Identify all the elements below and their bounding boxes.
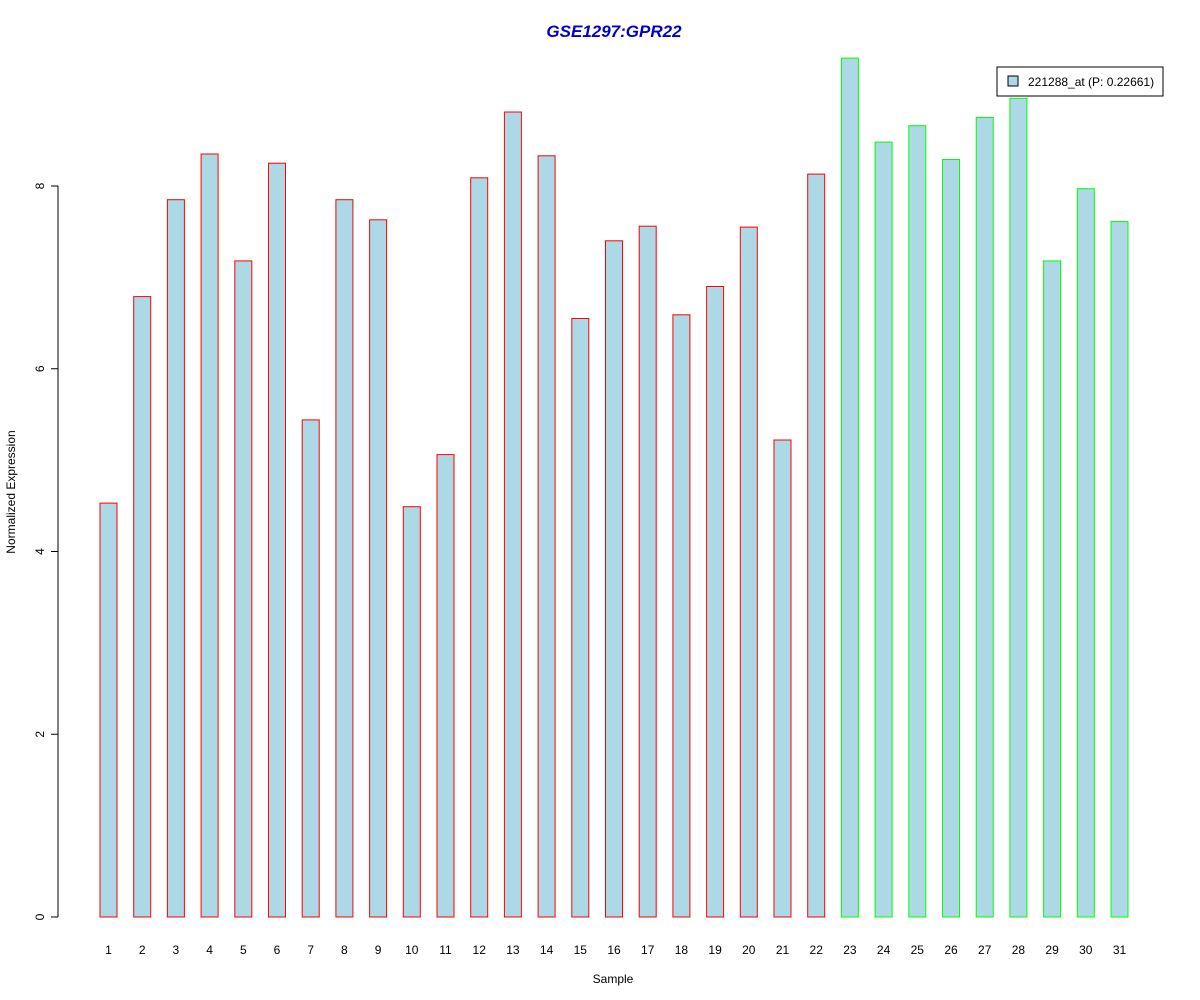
bar-sample-11 bbox=[436, 454, 455, 918]
x-tick-label: 1 bbox=[105, 943, 112, 957]
bar-sample-7 bbox=[301, 419, 320, 918]
bar-sample-31 bbox=[1110, 221, 1129, 918]
x-tick-label: 23 bbox=[843, 943, 857, 957]
x-tick-label: 18 bbox=[675, 943, 689, 957]
x-tick-label: 26 bbox=[944, 943, 958, 957]
bar-sample-8 bbox=[335, 199, 354, 918]
bar-sample-19 bbox=[706, 286, 725, 918]
legend: 221288_at (P: 0.22661) bbox=[996, 66, 1164, 97]
bar-sample-15 bbox=[571, 318, 590, 918]
bar-sample-2 bbox=[133, 296, 152, 918]
bar-sample-26 bbox=[942, 159, 960, 918]
bar-sample-6 bbox=[268, 162, 286, 918]
bar-sample-28 bbox=[1009, 97, 1028, 918]
x-tick-label: 16 bbox=[607, 943, 621, 957]
bar-sample-17 bbox=[638, 225, 657, 918]
x-tick-label: 21 bbox=[776, 943, 790, 957]
bar-sample-20 bbox=[739, 226, 758, 918]
x-tick-label: 14 bbox=[540, 943, 554, 957]
bar-sample-14 bbox=[537, 155, 556, 918]
bar-sample-10 bbox=[402, 506, 421, 918]
x-axis-label: Sample bbox=[593, 972, 634, 986]
x-tick-label: 9 bbox=[375, 943, 382, 957]
x-tick-label: 13 bbox=[506, 943, 520, 957]
y-tick-label: 6 bbox=[33, 365, 47, 372]
y-axis-label: Normalized Expression bbox=[4, 430, 18, 553]
x-tick-label: 28 bbox=[1012, 943, 1026, 957]
y-tick-label: 2 bbox=[33, 731, 47, 738]
y-tick-label: 8 bbox=[33, 182, 47, 189]
y-tick-label: 0 bbox=[33, 913, 47, 920]
x-tick-label: 31 bbox=[1113, 943, 1127, 957]
bar-sample-21 bbox=[773, 439, 792, 918]
bar-sample-5 bbox=[234, 260, 253, 918]
bar-sample-13 bbox=[503, 111, 522, 918]
legend-box bbox=[996, 66, 1164, 97]
x-tick-label: 29 bbox=[1045, 943, 1059, 957]
bar-sample-9 bbox=[369, 219, 388, 918]
x-tick-label: 3 bbox=[173, 943, 180, 957]
x-tick-label: 17 bbox=[641, 943, 655, 957]
x-tick-label: 24 bbox=[877, 943, 891, 957]
x-tick-label: 2 bbox=[139, 943, 146, 957]
legend-label: 221288_at (P: 0.22661) bbox=[1028, 75, 1154, 89]
x-tick-label: 6 bbox=[274, 943, 281, 957]
bar-sample-24 bbox=[874, 141, 893, 918]
bar-sample-3 bbox=[166, 199, 185, 918]
x-tick-label: 5 bbox=[240, 943, 247, 957]
bar-sample-16 bbox=[605, 240, 623, 918]
x-tick-label: 4 bbox=[206, 943, 213, 957]
chart-title: GSE1297:GPR22 bbox=[546, 22, 682, 41]
x-tick-label: 15 bbox=[574, 943, 588, 957]
y-axis: 0 2 4 6 8 bbox=[33, 182, 59, 920]
y-tick-label: 4 bbox=[33, 548, 47, 555]
x-tick-labels: 1 2 3 4 5 6 7 8 9 10 11 12 13 14 15 16 17 18 19 20 21 22 23 24 2… bbox=[105, 943, 1126, 957]
x-tick-label: 12 bbox=[473, 943, 487, 957]
x-tick-label: 22 bbox=[810, 943, 824, 957]
bar-sample-29 bbox=[1043, 260, 1062, 918]
bars-group bbox=[99, 57, 1129, 918]
bar-sample-18 bbox=[672, 314, 691, 918]
bar-sample-23 bbox=[840, 57, 859, 918]
bar-sample-22 bbox=[807, 173, 826, 918]
legend-swatch bbox=[1007, 75, 1019, 87]
bar-sample-27 bbox=[975, 117, 994, 918]
bar-sample-4 bbox=[200, 153, 219, 918]
x-tick-label: 7 bbox=[307, 943, 314, 957]
x-tick-label: 19 bbox=[708, 943, 722, 957]
bar-sample-25 bbox=[908, 125, 927, 918]
bar-sample-1 bbox=[99, 502, 118, 918]
x-tick-label: 20 bbox=[742, 943, 756, 957]
bar-sample-30 bbox=[1076, 188, 1095, 918]
x-tick-label: 11 bbox=[439, 943, 452, 957]
x-tick-label: 30 bbox=[1079, 943, 1093, 957]
x-tick-label: 25 bbox=[911, 943, 925, 957]
x-tick-label: 10 bbox=[405, 943, 419, 957]
x-tick-label: 8 bbox=[341, 943, 348, 957]
x-tick-label: 27 bbox=[978, 943, 992, 957]
bar-sample-12 bbox=[470, 177, 489, 918]
